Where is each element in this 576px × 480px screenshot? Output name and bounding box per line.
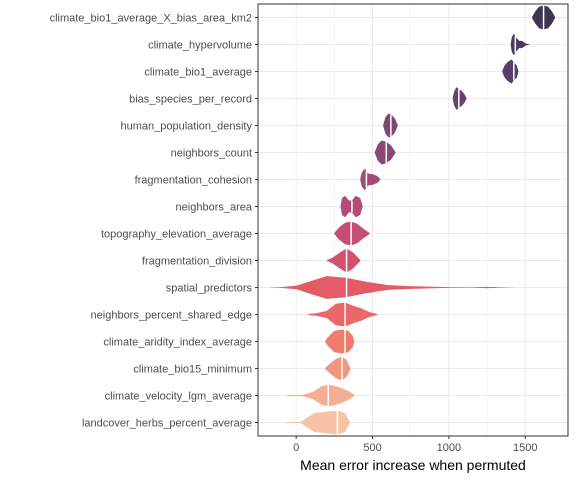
y-tick-label: climate_aridity_index_average <box>103 337 252 349</box>
y-tick-label: topography_elevation_average <box>101 229 252 241</box>
x-tick-label: 0 <box>293 442 299 454</box>
violin-neighbors-percent-shared-edge <box>308 302 378 327</box>
x-axis: 0 500 1000 1500 <box>293 436 537 454</box>
violin-topography-elevation-average <box>334 221 370 246</box>
y-tick-label: fragmentation_division <box>142 256 252 268</box>
y-tick-label: landcover_herbs_percent_average <box>82 418 252 430</box>
x-tick-label: 500 <box>363 442 381 454</box>
x-tick-label: 1500 <box>513 442 537 454</box>
violin-neighbors-count <box>374 140 396 165</box>
y-tick-label: climate_hypervolume <box>148 40 252 52</box>
violin-spatial-predictors <box>270 276 513 299</box>
y-axis: climate_bio1_average_X_bias_area_km2clim… <box>50 13 258 430</box>
y-tick-label: fragmentation_cohesion <box>135 175 252 187</box>
y-tick-label: spatial_predictors <box>166 283 253 295</box>
y-tick-label: neighbors_percent_shared_edge <box>91 310 252 322</box>
y-tick-label: climate_bio15_minimum <box>133 364 252 376</box>
x-tick-label: 1000 <box>437 442 461 454</box>
violin-series <box>270 5 555 435</box>
y-tick-label: neighbors_area <box>176 202 253 214</box>
panel-background <box>258 4 568 436</box>
violin-fragmentation-cohesion <box>360 168 381 191</box>
y-tick-label: human_population_density <box>121 121 253 133</box>
y-tick-label: climate_velocity_lgm_average <box>105 391 252 403</box>
y-tick-label: climate_bio1_average_X_bias_area_km2 <box>50 13 252 25</box>
panel-border <box>257 3 569 437</box>
y-tick-label: climate_bio1_average <box>144 67 252 79</box>
x-axis-title: Mean error increase when permuted <box>300 457 526 473</box>
violin-landcover-herbs-percent-average <box>285 410 350 435</box>
y-tick-label: neighbors_count <box>171 148 252 160</box>
violin-climate-aridity-index-average <box>325 329 355 354</box>
violin-climate-bio15-minimum <box>325 356 351 381</box>
violin-climate-velocity-lgm-average <box>287 384 355 407</box>
y-tick-label: bias_species_per_record <box>129 94 252 106</box>
violin-fragmentation-division <box>326 248 361 273</box>
grid-lines <box>257 4 568 436</box>
